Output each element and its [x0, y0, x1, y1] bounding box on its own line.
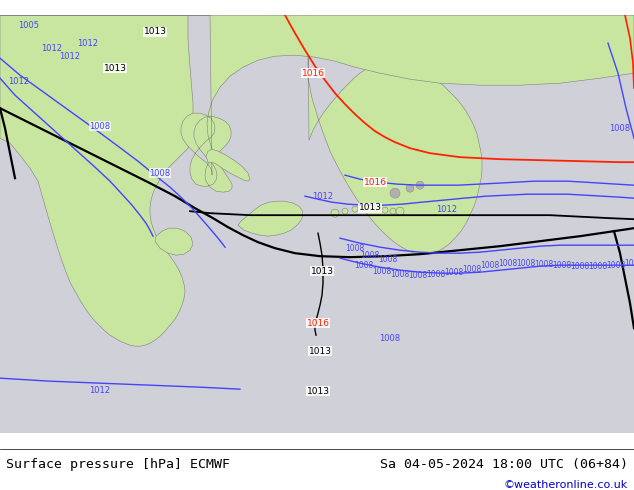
Text: 1013: 1013: [311, 267, 333, 276]
Text: 1008: 1008: [516, 259, 536, 268]
Polygon shape: [0, 15, 634, 192]
Text: 1005: 1005: [18, 21, 39, 30]
Text: 1016: 1016: [302, 69, 325, 78]
Circle shape: [372, 205, 378, 211]
Polygon shape: [206, 149, 250, 181]
Text: 1008: 1008: [498, 259, 517, 268]
Circle shape: [390, 208, 396, 214]
Text: 1012: 1012: [436, 205, 458, 214]
Text: 1012: 1012: [8, 77, 29, 86]
Polygon shape: [238, 201, 303, 236]
Text: 1008: 1008: [150, 169, 171, 178]
Circle shape: [362, 204, 368, 210]
Text: Surface pressure [hPa] ECMWF: Surface pressure [hPa] ECMWF: [6, 458, 230, 471]
Text: 1012: 1012: [60, 51, 81, 61]
Text: 1016: 1016: [363, 178, 387, 187]
Text: 1008: 1008: [391, 270, 410, 279]
Polygon shape: [155, 228, 193, 255]
Text: 1008: 1008: [481, 261, 500, 270]
Circle shape: [390, 188, 400, 198]
Text: 1008: 1008: [444, 268, 463, 277]
Circle shape: [331, 209, 339, 217]
Text: 1013: 1013: [143, 27, 167, 36]
Text: 1013: 1013: [306, 387, 330, 395]
Text: 1008: 1008: [609, 123, 631, 133]
Text: 1008: 1008: [354, 261, 373, 270]
Text: ©weatheronline.co.uk: ©weatheronline.co.uk: [503, 480, 628, 490]
Circle shape: [396, 207, 404, 215]
Text: Sa 04-05-2024 18:00 UTC (06+84): Sa 04-05-2024 18:00 UTC (06+84): [380, 458, 628, 471]
Circle shape: [416, 181, 424, 189]
Text: 1012: 1012: [312, 192, 333, 201]
Text: 1008: 1008: [427, 270, 446, 279]
Text: 1008: 1008: [588, 262, 607, 270]
Circle shape: [352, 206, 358, 212]
Text: 1008: 1008: [624, 259, 634, 268]
Text: 1013: 1013: [358, 203, 382, 212]
Text: 1008: 1008: [379, 334, 401, 343]
Circle shape: [406, 184, 414, 192]
Text: 1013: 1013: [103, 64, 127, 73]
Polygon shape: [308, 15, 482, 254]
Text: 1012: 1012: [89, 386, 110, 395]
Text: 1008: 1008: [89, 122, 110, 131]
Text: 1008: 1008: [378, 255, 398, 264]
Text: 1013: 1013: [309, 347, 332, 356]
Text: 1008: 1008: [372, 267, 392, 276]
Text: 1008: 1008: [534, 260, 553, 269]
Text: 1008: 1008: [360, 251, 380, 260]
Polygon shape: [0, 15, 193, 346]
Circle shape: [342, 208, 348, 214]
Text: 1016: 1016: [306, 318, 330, 328]
Text: 1012: 1012: [41, 44, 63, 53]
Text: 1008: 1008: [346, 244, 365, 253]
Text: 1008: 1008: [462, 265, 482, 274]
Text: 1008: 1008: [408, 270, 427, 280]
Text: 1008: 1008: [606, 261, 626, 270]
Circle shape: [382, 207, 388, 213]
Text: 1012: 1012: [77, 39, 98, 48]
Text: 1008: 1008: [552, 261, 572, 270]
Text: 1008: 1008: [571, 262, 590, 270]
